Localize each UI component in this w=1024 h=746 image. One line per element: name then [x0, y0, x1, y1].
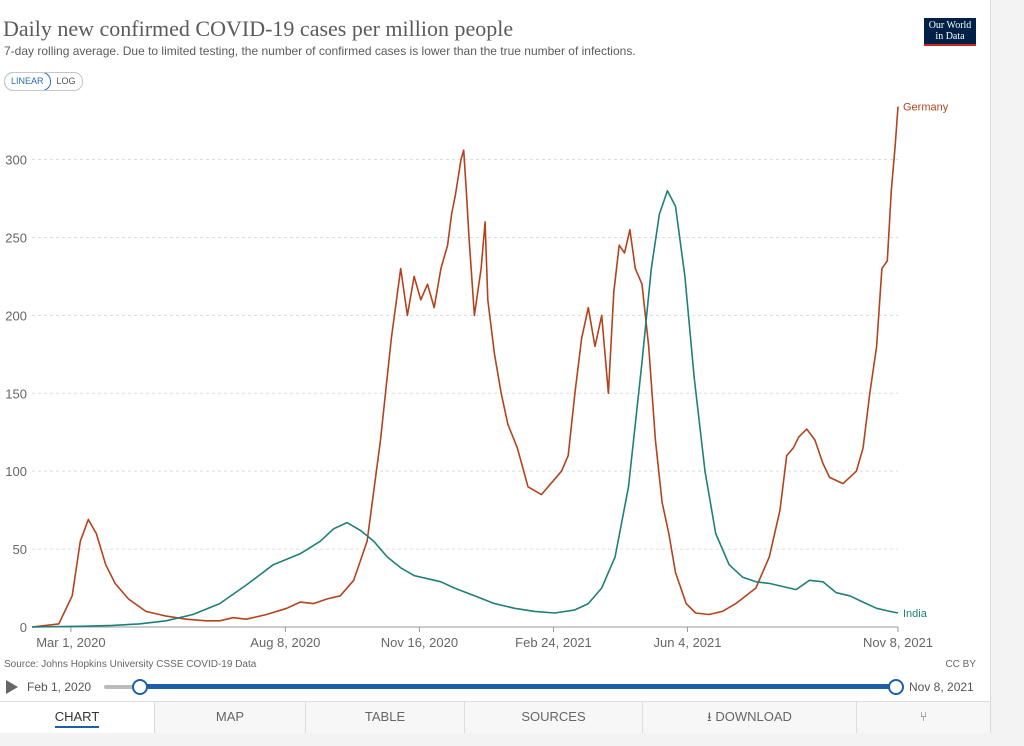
tab-table[interactable]: TABLE	[305, 702, 464, 733]
source-note[interactable]: Source: Johns Hopkins University CSSE CO…	[4, 659, 257, 670]
y-tick-label: 250	[5, 230, 27, 245]
logo-line2: in Data	[935, 31, 965, 42]
series-label-india: India	[903, 608, 928, 620]
tab-map-label: MAP	[215, 709, 245, 724]
x-tick-label: Nov 16, 2020	[381, 635, 458, 650]
scale-toggle: LINEAR LOG	[4, 72, 83, 91]
chart-title: Daily new confirmed COVID-19 cases per m…	[3, 16, 514, 41]
timeline-start-handle[interactable]	[132, 679, 148, 695]
download-icon: ⭳	[707, 709, 712, 724]
tab-chart-label: CHART	[54, 709, 100, 728]
share-icon: ⑂	[919, 709, 928, 724]
x-tick-label: Nov 8, 2021	[863, 635, 933, 650]
linear-scale-button[interactable]: LINEAR	[4, 73, 51, 90]
tab-map[interactable]: MAP	[154, 702, 305, 733]
timeline-track[interactable]	[104, 685, 140, 689]
x-tick-label: Jun 4, 2021	[654, 635, 722, 650]
series-line-germany	[31, 106, 899, 628]
chart-subtitle: 7-day rolling average. Due to limited te…	[4, 44, 636, 58]
tab-sources[interactable]: SOURCES	[464, 702, 642, 733]
timeline-end-date: Nov 8, 2021	[909, 680, 974, 694]
y-tick-label: 100	[5, 464, 27, 479]
tab-download[interactable]: ⭳ DOWNLOAD	[642, 702, 856, 733]
line-chart: 0 50 100 150 200 250 300 Mar 1, 2020 Aug 8, 2020…	[5, 102, 949, 650]
y-tick-label: 150	[5, 386, 27, 401]
owid-logo[interactable]: Our World in Data	[924, 18, 976, 46]
license-label[interactable]: CC BY	[945, 659, 976, 670]
x-tick-label: Mar 1, 2020	[36, 635, 105, 650]
timeline-start-date: Feb 1, 2020	[27, 680, 92, 694]
series-line-india	[31, 189, 899, 628]
logo-line1: Our World	[928, 20, 972, 31]
chart-card: Daily new confirmed COVID-19 cases per m…	[0, 0, 991, 733]
tab-table-label: TABLE	[364, 709, 406, 724]
y-tick-label: 50	[13, 542, 27, 557]
series-label-germany: Germany	[903, 102, 949, 114]
y-tick-label: 0	[20, 620, 27, 635]
y-tick-label: 200	[5, 308, 27, 323]
log-scale-button[interactable]: LOG	[56, 76, 76, 86]
tab-chart[interactable]: CHART	[0, 702, 154, 733]
y-tick-label: 300	[5, 153, 27, 168]
tab-bar: CHART MAP TABLE SOURCES ⭳ DOWNLOAD ⑂	[0, 701, 990, 733]
play-icon[interactable]	[6, 680, 18, 694]
tab-download-label: DOWNLOAD	[715, 709, 792, 724]
x-tick-label: Aug 8, 2020	[250, 635, 320, 650]
x-tick-label: Feb 24, 2021	[515, 635, 592, 650]
timeline-selected-range[interactable]	[138, 684, 896, 689]
tab-share[interactable]: ⑂	[856, 702, 990, 733]
tab-sources-label: SOURCES	[521, 709, 586, 724]
timeline-end-handle[interactable]	[888, 679, 904, 695]
